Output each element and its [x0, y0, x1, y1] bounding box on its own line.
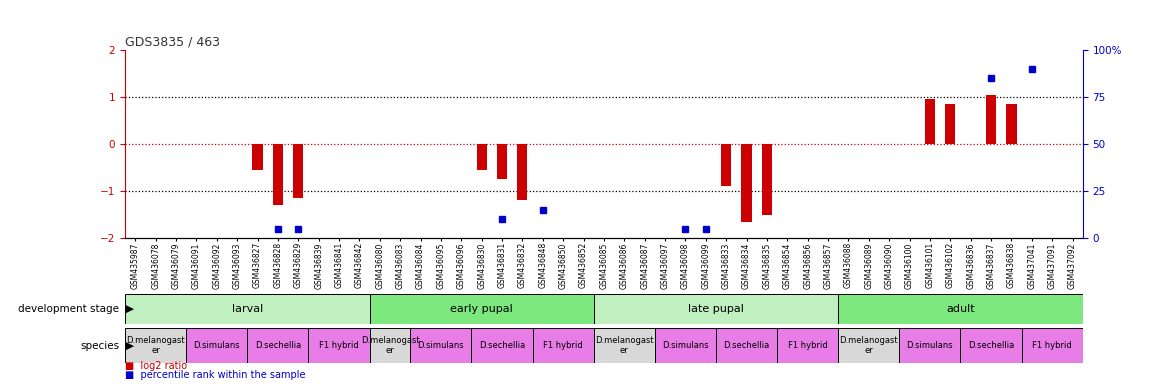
Text: ▶: ▶	[122, 341, 133, 351]
Bar	[293, 144, 303, 198]
Text: D.melanogast
er: D.melanogast er	[595, 336, 653, 355]
Text: development stage: development stage	[19, 304, 119, 314]
Text: F1 hybrid: F1 hybrid	[1032, 341, 1072, 350]
Bar	[838, 294, 1083, 324]
Text: late pupal: late pupal	[688, 304, 743, 314]
Bar	[1006, 104, 1017, 144]
Bar	[945, 104, 955, 144]
Text: larval: larval	[232, 304, 263, 314]
Bar	[471, 328, 533, 363]
Text: ■  log2 ratio: ■ log2 ratio	[125, 361, 188, 371]
Bar	[1021, 328, 1083, 363]
Bar	[308, 328, 369, 363]
Bar	[125, 328, 186, 363]
Text: F1 hybrid: F1 hybrid	[320, 341, 359, 350]
Text: D.melanogast
er: D.melanogast er	[360, 336, 419, 355]
Bar	[248, 328, 308, 363]
Bar	[594, 328, 654, 363]
Text: D.simulans: D.simulans	[418, 341, 464, 350]
Bar	[900, 328, 960, 363]
Text: ■  percentile rank within the sample: ■ percentile rank within the sample	[125, 370, 306, 380]
Text: D.sechellia: D.sechellia	[968, 341, 1014, 350]
Text: adult: adult	[946, 304, 975, 314]
Text: D.simulans: D.simulans	[193, 341, 240, 350]
Text: F1 hybrid: F1 hybrid	[787, 341, 828, 350]
Text: D.sechellia: D.sechellia	[479, 341, 525, 350]
Bar	[369, 294, 594, 324]
Text: D.melanogast
er: D.melanogast er	[126, 336, 185, 355]
Bar	[252, 144, 263, 170]
Bar	[985, 94, 996, 144]
Text: early pupal: early pupal	[450, 304, 513, 314]
Bar	[777, 328, 838, 363]
Text: species: species	[80, 341, 119, 351]
Bar	[273, 144, 283, 205]
Bar	[716, 328, 777, 363]
Bar	[960, 328, 1021, 363]
Bar	[721, 144, 731, 186]
Bar	[594, 294, 838, 324]
Text: GDS3835 / 463: GDS3835 / 463	[125, 36, 220, 49]
Text: D.sechellia: D.sechellia	[255, 341, 301, 350]
Text: D.simulans: D.simulans	[907, 341, 953, 350]
Bar	[497, 144, 507, 179]
Bar	[125, 294, 369, 324]
Bar	[741, 144, 752, 222]
Text: F1 hybrid: F1 hybrid	[543, 341, 582, 350]
Text: ▶: ▶	[122, 304, 133, 314]
Bar	[533, 328, 594, 363]
Bar	[838, 328, 900, 363]
Text: D.simulans: D.simulans	[662, 341, 709, 350]
Bar	[518, 144, 528, 200]
Bar	[654, 328, 716, 363]
Bar	[925, 99, 935, 144]
Text: D.sechellia: D.sechellia	[724, 341, 770, 350]
Bar	[369, 328, 410, 363]
Bar	[762, 144, 772, 215]
Text: D.melanogast
er: D.melanogast er	[840, 336, 899, 355]
Bar	[410, 328, 471, 363]
Bar	[477, 144, 486, 170]
Bar	[186, 328, 248, 363]
